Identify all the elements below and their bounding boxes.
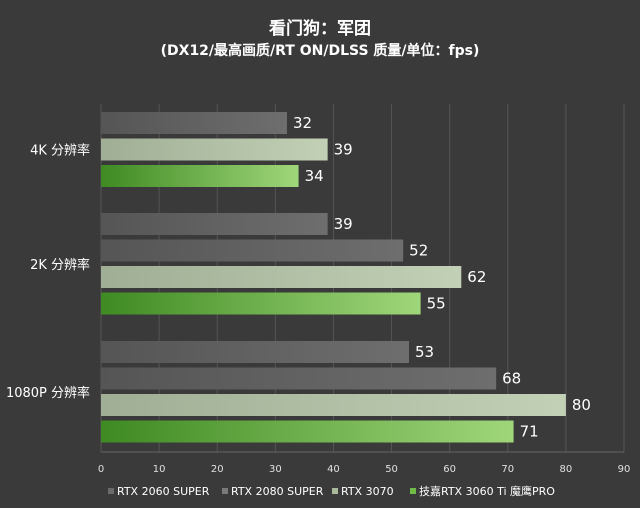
data-label: 55 bbox=[427, 295, 446, 313]
legend-label: RTX 2060 SUPER bbox=[117, 485, 210, 498]
data-label: 34 bbox=[305, 167, 324, 185]
legend-swatch bbox=[410, 488, 416, 494]
bar bbox=[101, 138, 328, 161]
legend-label: 技嘉RTX 3060 Ti 魔鹰PRO bbox=[419, 484, 555, 498]
legend-label: RTX 3070 bbox=[341, 485, 394, 498]
legend-label: RTX 2080 SUPER bbox=[231, 485, 324, 498]
bar bbox=[101, 266, 462, 288]
bar bbox=[101, 292, 421, 315]
legend-swatch bbox=[108, 488, 114, 494]
category-label: 2K 分辨率 bbox=[30, 257, 90, 273]
x-tick-label: 60 bbox=[443, 464, 456, 475]
data-label: 52 bbox=[409, 242, 428, 260]
data-label: 39 bbox=[334, 141, 353, 159]
x-tick-label: 70 bbox=[501, 464, 514, 475]
x-tick-label: 40 bbox=[327, 464, 340, 475]
x-tick-label: 30 bbox=[269, 464, 282, 475]
legend-swatch bbox=[222, 488, 228, 494]
category-label: 1080P 分辨率 bbox=[6, 385, 90, 401]
bar bbox=[101, 112, 287, 134]
bar bbox=[101, 239, 404, 262]
bar bbox=[101, 165, 299, 187]
data-label: 80 bbox=[572, 396, 591, 414]
legend-swatch bbox=[332, 488, 338, 494]
bar bbox=[101, 341, 409, 363]
bar bbox=[101, 394, 566, 416]
data-label: 68 bbox=[502, 370, 521, 388]
chart-title: 看门狗：军团 bbox=[269, 19, 371, 39]
data-label: 62 bbox=[467, 268, 486, 286]
data-label: 53 bbox=[415, 343, 434, 361]
x-tick-label: 20 bbox=[211, 464, 224, 475]
data-label: 39 bbox=[334, 215, 353, 233]
bar bbox=[101, 367, 497, 390]
data-label: 71 bbox=[520, 423, 539, 441]
x-tick-label: 10 bbox=[153, 464, 166, 475]
x-tick-label: 50 bbox=[385, 464, 398, 475]
x-tick-label: 90 bbox=[618, 464, 631, 475]
data-label: 32 bbox=[293, 114, 312, 132]
chart-subtitle: (DX12/最高画质/RT ON/DLSS 质量/单位：fps) bbox=[160, 43, 480, 59]
category-label: 4K 分辨率 bbox=[30, 143, 90, 159]
x-tick-label: 0 bbox=[98, 464, 104, 475]
bar bbox=[101, 420, 514, 443]
x-tick-label: 80 bbox=[560, 464, 573, 475]
bar bbox=[101, 213, 328, 235]
